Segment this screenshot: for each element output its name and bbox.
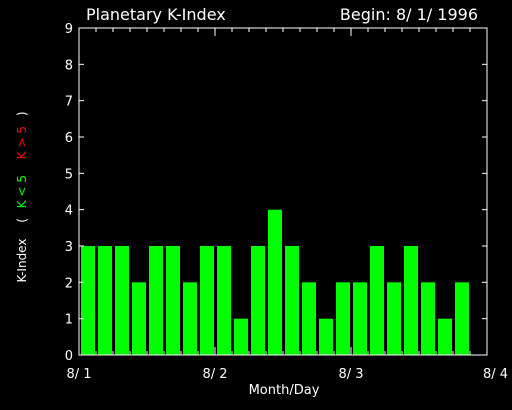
k-index-bar (115, 246, 129, 355)
k-index-bar (200, 246, 214, 355)
y-tick-label: 9 (65, 22, 73, 37)
y-legend-open-paren: ( (15, 218, 29, 223)
x-axis-label: Month/Day (249, 383, 320, 398)
x-tick-label: 8/ 2 (202, 367, 227, 382)
k-index-bar (183, 282, 197, 355)
k-index-bar (319, 318, 333, 355)
bar-series (81, 209, 469, 355)
k-index-bar (166, 246, 180, 355)
k-index-bar (370, 246, 384, 355)
y-tick-label: 4 (65, 204, 73, 219)
y-tick-label: 3 (65, 240, 73, 255)
k-index-bar (421, 282, 435, 355)
y-legend-high-k: K > 5 (15, 126, 29, 159)
k-index-bar (302, 282, 316, 355)
k-index-bar (251, 246, 265, 355)
y-tick-label: 7 (65, 95, 73, 110)
y-tick-label: 5 (65, 167, 73, 182)
k-index-bar (353, 282, 367, 355)
k-index-bar (268, 209, 282, 355)
y-legend-low-k: K < 5 (15, 175, 29, 208)
x-tick-label: 8/ 3 (338, 367, 363, 382)
k-index-bar (387, 282, 401, 355)
k-index-bar (438, 318, 452, 355)
y-tick-label: 2 (65, 276, 73, 291)
x-tick-label: 8/ 4 (483, 367, 508, 382)
k-index-bar (149, 246, 163, 355)
y-tick-label: 6 (65, 131, 73, 146)
k-index-bar (217, 246, 231, 355)
k-index-bar (81, 246, 95, 355)
k-index-bar (132, 282, 146, 355)
y-axis: 0 1 2 3 4 5 6 7 8 9 (65, 22, 487, 364)
k-index-bar (98, 246, 112, 355)
begin-date-label: Begin: 8/ 1/ 1996 (340, 5, 478, 24)
y-tick-label: 1 (65, 313, 73, 328)
svg-text:K-Index ( K <: K-Index ( K < 5 K > 5 ) (15, 111, 29, 282)
y-axis-label: K-Index (15, 239, 29, 283)
y-legend-close-paren: ) (15, 111, 29, 116)
k-index-bar (455, 282, 469, 355)
y-tick-label: 8 (65, 58, 73, 73)
x-axis: 8/ 1 8/ 2 8/ 3 8/ 4 (66, 28, 508, 382)
k-index-bar (336, 282, 350, 355)
chart-title: Planetary K-Index (86, 5, 226, 24)
y-tick-label: 0 (65, 349, 73, 364)
y-axis-label-group: K-Index ( K < 5 K > 5 ) (15, 111, 29, 282)
x-tick-label: 8/ 1 (66, 367, 91, 382)
k-index-bar (285, 246, 299, 355)
k-index-bar (404, 246, 418, 355)
k-index-bar (234, 318, 248, 355)
